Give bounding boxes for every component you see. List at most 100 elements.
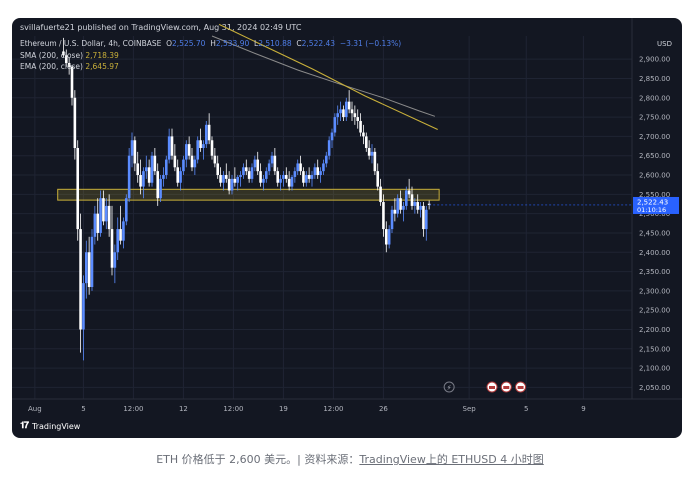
candle-body [242, 167, 245, 176]
candle-body [336, 113, 340, 118]
x-tick-label: 12:00 [323, 405, 343, 413]
high-value: 2,533.90 [215, 39, 250, 48]
candle-body [207, 124, 211, 141]
candle-body [362, 132, 365, 137]
candle-body [253, 159, 257, 168]
candle-body [236, 176, 240, 183]
candle-body [124, 198, 128, 222]
candle-body [373, 151, 377, 172]
candle-body [99, 198, 102, 233]
candle-body [270, 155, 274, 164]
candle-body [90, 236, 94, 288]
caption-link[interactable]: TradingView上的 ETHUSD 4 小时图 [359, 453, 544, 466]
x-tick-label: 9 [581, 405, 585, 413]
candle-body [127, 155, 131, 199]
x-tick-label: 5 [81, 405, 85, 413]
candle-body [73, 97, 77, 148]
candle-body [162, 175, 165, 179]
tradingview-brand[interactable]: 𝟏𝟕 TradingView [20, 421, 80, 431]
y-tick-label: 2,200.00 [639, 326, 670, 334]
x-tick-label: 12:00 [123, 405, 143, 413]
candle-body [290, 176, 294, 187]
candle-body [382, 202, 385, 230]
candle-body [359, 120, 362, 133]
candle-body [284, 175, 288, 179]
x-tick-label: 26 [379, 405, 388, 413]
last-price-countdown: 01:10:16 [637, 206, 666, 214]
candle-body [299, 163, 302, 172]
y-tick-label: 2,800.00 [639, 94, 670, 102]
candle-body [327, 140, 331, 156]
candle-body [344, 101, 348, 118]
candle-body [264, 171, 268, 179]
candle-body [184, 144, 188, 160]
candle-body [216, 163, 220, 176]
candle-body [199, 140, 202, 148]
candle-body [202, 144, 205, 148]
y-tick-label: 2,600.00 [639, 172, 670, 180]
candle-body [239, 175, 242, 177]
change-value: −3.31 (−0.13%) [339, 39, 402, 48]
candle-body [319, 171, 322, 176]
ohlc-legend: Ethereum / U.S. Dollar, 4h, COINBASE O2,… [20, 39, 402, 48]
candle-body [139, 175, 142, 187]
candle-body [244, 167, 248, 172]
candle-body [402, 205, 405, 210]
candle-body [404, 190, 408, 206]
y-tick-label: 2,500.00 [639, 210, 670, 218]
published-line: svillafuerte21 published on TradingView.… [20, 23, 302, 32]
candle-body [84, 252, 88, 284]
us-flag-stripe-icon [517, 386, 524, 389]
x-tick-label: 12 [179, 405, 188, 413]
candle-body [144, 167, 148, 172]
candle-body [307, 175, 311, 179]
y-tick-label: 2,350.00 [639, 268, 670, 276]
candle-body [82, 283, 85, 330]
candle-body [167, 136, 171, 160]
candle-body [333, 117, 337, 133]
candle-body [324, 155, 328, 164]
candle-body [347, 101, 351, 110]
candle-body [262, 178, 265, 183]
candle-body [153, 155, 157, 172]
candle-body [364, 136, 368, 148]
candle-body [407, 190, 411, 195]
price-chart[interactable]: 2,050.00 2,100.00 2,150.00 2,200.00 2,250.00… [12, 18, 682, 438]
candle-body [93, 213, 97, 237]
candle-body [256, 159, 260, 172]
candle-body [230, 178, 234, 191]
candle-body [67, 63, 71, 67]
ema-label: EMA (200, close) [20, 62, 83, 71]
caption-text: ETH 价格低于 2,600 美元。| 资料来源： [156, 453, 360, 466]
candle-body [399, 198, 402, 210]
candle-body [176, 167, 180, 183]
sma-label: SMA (200, close) [20, 51, 83, 60]
candle-body [193, 159, 197, 168]
sma-value: 2,718.39 [85, 51, 119, 60]
last-price-value: 2,522.43 [637, 198, 668, 206]
candle-body [370, 151, 374, 156]
candle-body [282, 175, 285, 179]
currency-label[interactable]: USD [657, 40, 672, 48]
candle-body [273, 155, 277, 172]
candle-body [247, 171, 251, 179]
candle-body [170, 136, 174, 156]
close-value: 2,522.43 [301, 39, 336, 48]
candle-body [279, 178, 282, 183]
y-tick-label: 2,550.00 [639, 191, 670, 199]
y-tick-label: 2,100.00 [639, 365, 670, 373]
ema-legend: EMA (200, close) 2,645.97 [20, 62, 119, 71]
candle-body [113, 252, 117, 268]
candle-body [304, 175, 308, 183]
candle-body [164, 159, 168, 176]
candle-body [142, 171, 145, 187]
ema-value: 2,645.97 [85, 62, 119, 71]
candle-body [233, 178, 237, 183]
candle-body [79, 229, 82, 330]
x-tick-label: Sep [463, 405, 477, 413]
candle-body [393, 209, 397, 214]
candle-body [210, 140, 214, 156]
tv-logo-icon: 𝟏𝟕 [20, 421, 29, 431]
candle-body [70, 66, 74, 98]
open-value: 2,525.70 [172, 39, 206, 48]
